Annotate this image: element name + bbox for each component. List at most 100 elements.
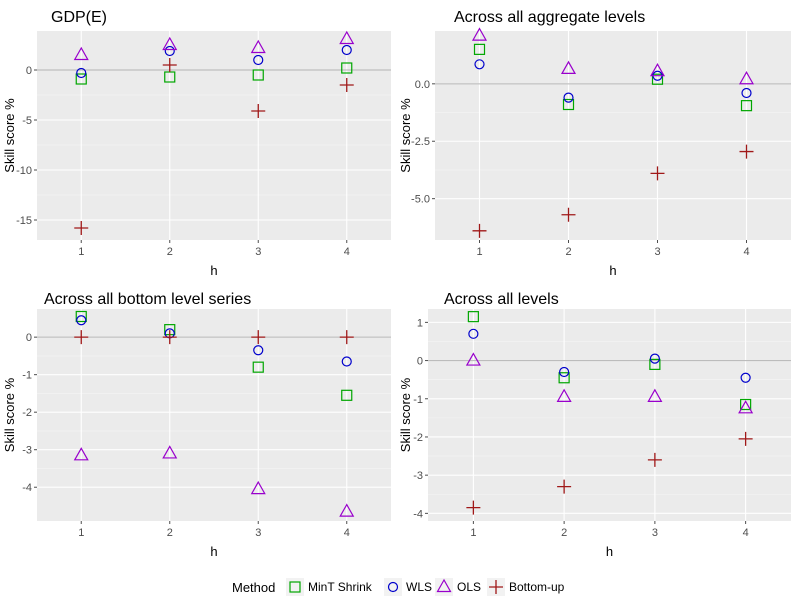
data-point xyxy=(339,78,354,92)
y-tick-label: 1 xyxy=(417,317,423,329)
data-point xyxy=(738,71,755,85)
series-bottom-up xyxy=(74,58,354,235)
data-point xyxy=(162,330,177,345)
data-point xyxy=(556,388,572,402)
data-point xyxy=(649,353,660,364)
data-point xyxy=(253,54,264,66)
series-mint-shrink xyxy=(467,311,752,411)
data-point xyxy=(339,30,355,45)
panel-title: Across all levels xyxy=(444,291,559,308)
series-wls xyxy=(468,328,751,383)
data-point xyxy=(740,398,752,411)
data-point xyxy=(251,104,266,118)
data-point xyxy=(473,43,486,55)
y-tick-label: -1 xyxy=(22,370,32,382)
legend-square-icon xyxy=(289,581,301,593)
data-point xyxy=(252,69,264,81)
plot-background xyxy=(37,309,391,521)
y-tick-label: -5.0 xyxy=(411,194,430,206)
data-point xyxy=(557,479,572,494)
data-point xyxy=(76,67,87,79)
data-point xyxy=(468,328,479,339)
plot-background xyxy=(37,31,391,240)
data-point xyxy=(339,503,355,517)
x-tick-label: 4 xyxy=(743,246,749,258)
x-tick-label: 4 xyxy=(344,527,350,539)
y-axis-title: Skill score % xyxy=(398,98,413,173)
data-point xyxy=(740,372,751,383)
panel-2: Across all aggregate levels 0.0 -2.5 -5.0 1 2… xyxy=(398,9,791,278)
data-point xyxy=(250,480,266,495)
data-point xyxy=(341,356,352,367)
data-point xyxy=(465,352,481,366)
x-tick-label: 2 xyxy=(565,246,571,258)
legend-plus-icon xyxy=(489,580,503,594)
data-point xyxy=(75,73,87,85)
panel-4: Across all levels 1 0 -1 -2 -3 -4 1 2 3 4 h Skill sc… xyxy=(398,291,791,559)
y-axis-title: Skill score % xyxy=(398,377,413,452)
data-point xyxy=(162,445,178,459)
x-tick-label: 1 xyxy=(78,246,84,258)
y-axis-title: Skill score % xyxy=(2,377,17,452)
data-point xyxy=(561,207,576,222)
data-point xyxy=(76,315,87,326)
panel-title: Across all aggregate levels xyxy=(454,9,645,26)
legend-item-mint-shrink: MinT Shrink xyxy=(286,578,373,596)
data-point xyxy=(252,361,264,373)
x-tick-label: 3 xyxy=(652,527,658,539)
data-point xyxy=(471,27,488,41)
x-tick-label: 2 xyxy=(167,527,173,539)
data-point xyxy=(650,166,665,181)
legend-label: WLS xyxy=(406,580,432,594)
data-point xyxy=(250,39,266,54)
data-point xyxy=(738,400,754,414)
y-tick-label: -2 xyxy=(22,407,32,419)
y-tick-label: -5 xyxy=(22,115,32,127)
panel-1: GDP(E) 0 -5 -10 -15 1 2 3 4 h Skill score % xyxy=(2,9,391,278)
legend-label: Bottom-up xyxy=(509,580,565,594)
data-point xyxy=(559,366,570,378)
legend-circle-icon xyxy=(387,581,399,593)
data-point xyxy=(162,58,177,72)
data-point xyxy=(74,221,89,235)
data-point xyxy=(74,330,89,345)
y-tick-label: -2.5 xyxy=(411,136,430,148)
x-tick-label: 2 xyxy=(167,246,173,258)
series-ols xyxy=(471,27,755,85)
x-axis-title: h xyxy=(609,263,616,278)
data-point xyxy=(341,62,353,74)
series-mint-shrink xyxy=(473,43,753,112)
y-tick-label: 0.0 xyxy=(415,79,430,91)
plot-background xyxy=(435,31,791,240)
x-tick-label: 3 xyxy=(255,527,261,539)
data-point xyxy=(73,447,89,461)
series-ols xyxy=(73,30,355,61)
data-point xyxy=(73,46,89,61)
data-point xyxy=(741,87,752,99)
y-tick-label: 0 xyxy=(26,65,32,77)
data-point xyxy=(738,431,753,446)
data-point xyxy=(474,59,485,70)
x-tick-label: 2 xyxy=(561,527,567,539)
data-point xyxy=(75,310,87,323)
y-tick-label: -10 xyxy=(16,165,32,177)
x-tick-label: 1 xyxy=(470,527,476,539)
y-tick-label: -4 xyxy=(22,482,32,494)
legend-key-background xyxy=(286,578,304,596)
data-point xyxy=(649,358,661,370)
data-point xyxy=(472,223,487,238)
x-tick-label: 4 xyxy=(344,246,350,258)
x-axis-title: h xyxy=(210,544,217,559)
panel-3: Across all bottom level series 0 -1 -2 -3 -4 1… xyxy=(2,291,391,559)
x-tick-label: 1 xyxy=(78,527,84,539)
x-axis-title: h xyxy=(606,544,613,559)
data-point xyxy=(647,388,663,402)
series-bottom-up xyxy=(74,330,354,345)
series-mint-shrink xyxy=(75,62,353,85)
legend-label: MinT Shrink xyxy=(308,580,373,594)
data-point xyxy=(164,45,175,57)
legend-label: OLS xyxy=(457,580,481,594)
legend-title: Method xyxy=(232,580,275,595)
legend-key-background xyxy=(384,578,402,596)
